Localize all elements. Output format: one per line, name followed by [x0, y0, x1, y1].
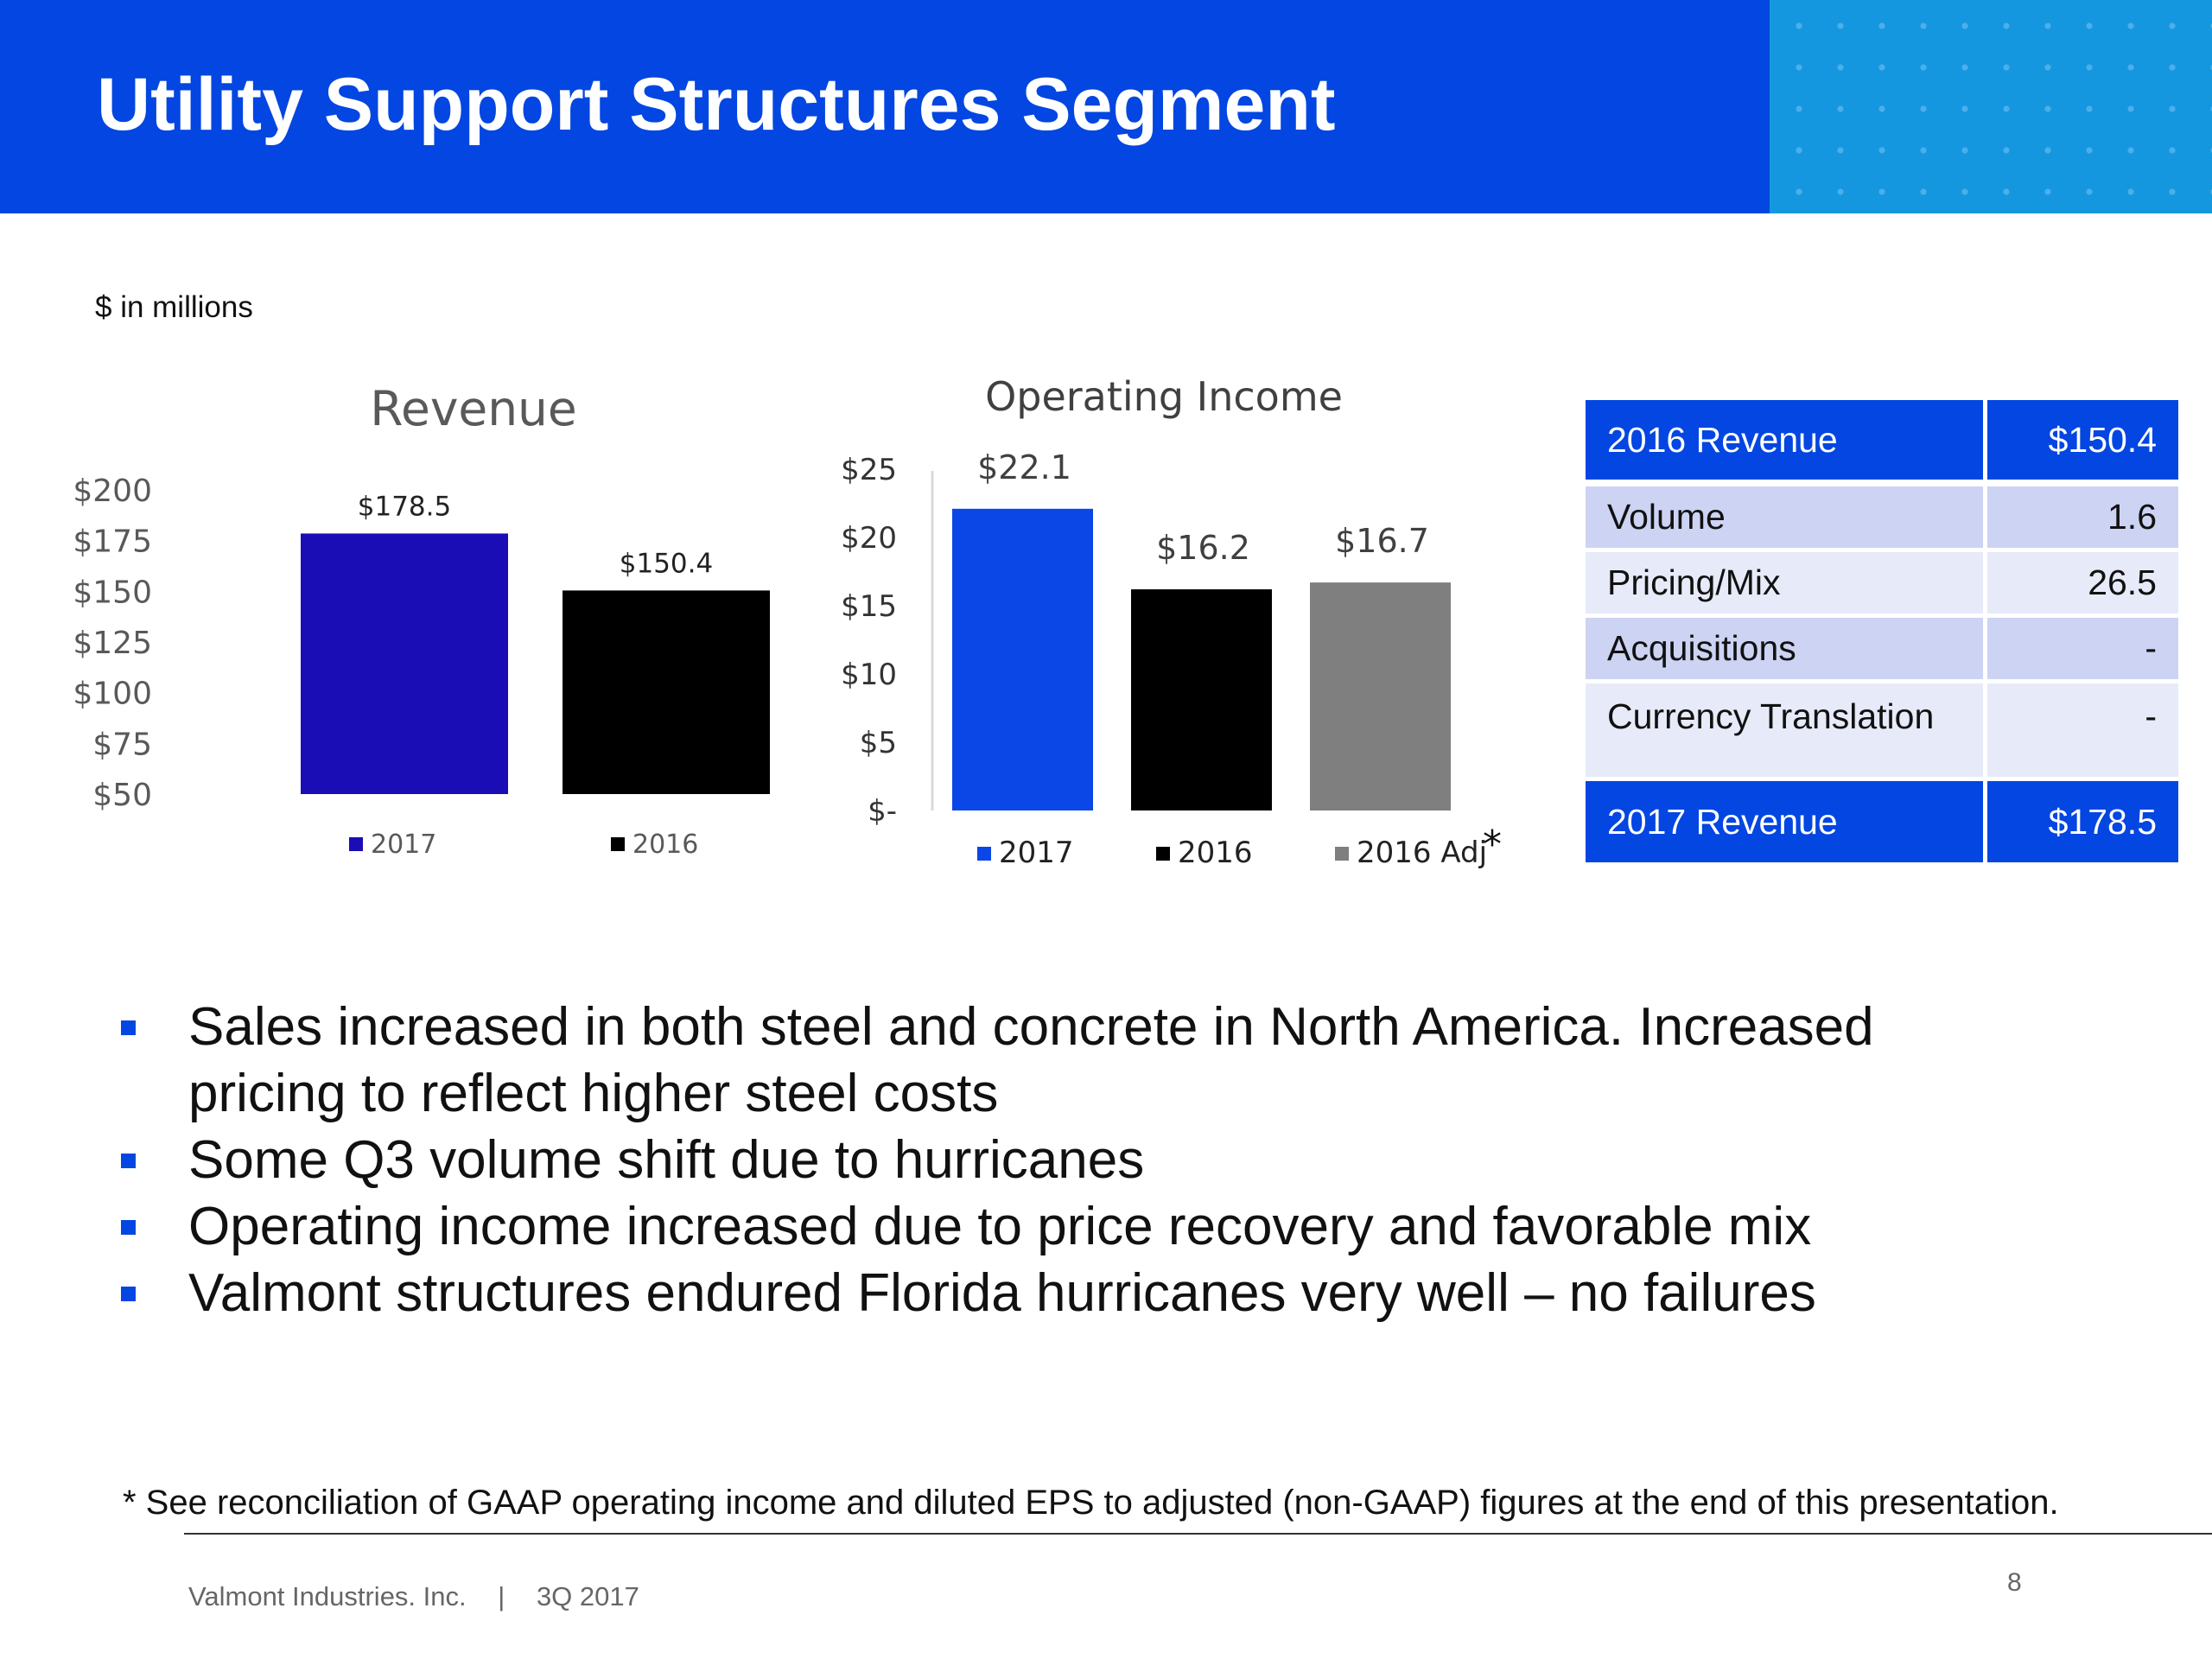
data-label: $150.4 [620, 548, 713, 579]
bullet-item: Valmont structures endured Florida hurri… [121, 1260, 2108, 1326]
data-label: $22.1 [977, 448, 1071, 486]
table-row: Volume 1.6 [1586, 486, 2178, 548]
legend-label: 2016 [632, 830, 698, 860]
footer-divider [184, 1533, 2212, 1535]
table-header-row: 2016 Revenue $150.4 [1586, 400, 2178, 480]
y-tick-label: $175 [73, 524, 152, 560]
table-footer-label: 2017 Revenue [1586, 781, 1983, 862]
operating-income-chart: $-$5$10$15$20$25 $22.1$16.2 $16.7 2017 201… [841, 373, 1502, 870]
y-tick-label: $200 [73, 474, 152, 509]
legend-swatch [611, 837, 625, 851]
bullet-marker [121, 1154, 136, 1168]
footer-period: 3Q 2017 [536, 1581, 639, 1611]
table-row: Pricing/Mix 26.5 [1586, 552, 2178, 613]
table-footer-value: $178.5 [1987, 781, 2178, 862]
revenue-y-ticks: $50 $75 $100 $125 $150 $175 $200 [73, 474, 152, 813]
y-tick-label: $10 [841, 658, 897, 692]
table-row-value: - [1987, 683, 2178, 777]
legend-swatch [1156, 847, 1170, 861]
table-row: Acquisitions - [1586, 618, 2178, 679]
y-tick-label: $15 [841, 589, 897, 624]
legend-label: 2016 [1178, 836, 1253, 870]
table-row-label: Currency Translation [1586, 683, 1983, 777]
revenue-value-labels: $178.5 $150.4 [358, 491, 713, 579]
legend-swatch [1335, 847, 1349, 861]
y-tick-label: $20 [841, 521, 897, 556]
decorative-dot-panel [1770, 0, 2212, 213]
y-tick-label: $150 [73, 575, 152, 610]
table-row-value: 26.5 [1987, 552, 2178, 613]
operating-income-value-labels: $22.1 $16.2 $16.7 [977, 448, 1429, 567]
y-tick-label: $125 [73, 626, 152, 661]
y-tick-label: $75 [92, 727, 152, 762]
bar-2016 [1131, 589, 1272, 810]
bar-2016 [563, 590, 770, 794]
table-row-label: Volume [1586, 486, 1983, 548]
legend-label: 2017 [999, 836, 1074, 870]
footer-info: Valmont Industries. Inc. | 3Q 2017 [188, 1581, 639, 1612]
bullet-line: pricing to reflect higher steel costs [188, 1064, 999, 1123]
operating-income-bars [952, 508, 1451, 810]
y-tick-label: $5 [860, 726, 897, 760]
bullet-list: Sales increased in both steel and concre… [121, 994, 2108, 1326]
legend-label: 2016 Adj [1357, 836, 1487, 870]
revenue-chart: $50$75$100$125$150$175$200 $178.5$150.4 … [73, 381, 770, 860]
y-tick-label: $50 [92, 778, 152, 813]
table-row: Currency Translation - [1586, 683, 2178, 777]
table-header-value: $150.4 [1987, 400, 2178, 480]
bullet-item: Operating income increased due to price … [121, 1193, 2108, 1260]
data-label: $16.7 [1335, 522, 1429, 560]
bullet-item: Sales increased in both steel and concre… [121, 994, 2108, 1127]
table-row-label: Pricing/Mix [1586, 552, 1983, 613]
units-note: $ in millions [95, 290, 253, 324]
legend-asterisk: * [1483, 823, 1502, 867]
table-row-value: - [1987, 618, 2178, 679]
operating-income-y-ticks: $- $5 $10 $15 $20 $25 [841, 453, 897, 829]
page-number: 8 [2007, 1568, 2022, 1597]
bar-2016-adj [1310, 582, 1451, 810]
footnote: * See reconciliation of GAAP operating i… [123, 1484, 2059, 1522]
table-row-value: 1.6 [1987, 486, 2178, 548]
operating-income-chart-title: Operating Income [985, 373, 1343, 420]
bullet-line: Valmont structures endured Florida hurri… [188, 1263, 1816, 1323]
revenue-chart-title: Revenue [370, 381, 577, 436]
data-label: $16.2 [1156, 529, 1250, 567]
y-tick-label: $25 [841, 453, 897, 487]
table-footer-row: 2017 Revenue $178.5 [1586, 781, 2178, 862]
revenue-bridge-table: 2016 Revenue $150.4 Volume 1.6 Pricing/M… [1586, 400, 2178, 862]
bullet-item: Some Q3 volume shift due to hurricanes [121, 1127, 2108, 1193]
bullet-marker [121, 1020, 136, 1035]
bar-2017 [301, 533, 508, 794]
page-title: Utility Support Structures Segment [97, 63, 1336, 146]
operating-income-legend: 2017 2016 2016 Adj* [977, 823, 1502, 870]
footer-separator: | [498, 1581, 505, 1611]
data-label: $178.5 [358, 491, 451, 522]
footer-company: Valmont Industries. Inc. [188, 1581, 467, 1611]
table-header-label: 2016 Revenue [1586, 400, 1983, 480]
revenue-legend: 2017 2016 [349, 830, 698, 860]
bullet-line: Sales increased in both steel and concre… [188, 997, 1874, 1057]
legend-swatch [349, 837, 363, 851]
y-tick-label: $- [868, 794, 897, 829]
bar-2017 [952, 508, 1093, 810]
legend-swatch [977, 847, 991, 861]
revenue-bars [301, 533, 770, 794]
bullet-marker [121, 1287, 136, 1301]
y-tick-label: $100 [73, 677, 152, 712]
title-bar: Utility Support Structures Segment [0, 0, 1770, 213]
bullet-line: Some Q3 volume shift due to hurricanes [188, 1130, 1145, 1190]
table-row-label: Acquisitions [1586, 618, 1983, 679]
bullet-marker [121, 1220, 136, 1235]
legend-label: 2017 [371, 830, 436, 860]
bullet-line: Operating income increased due to price … [188, 1197, 1812, 1256]
